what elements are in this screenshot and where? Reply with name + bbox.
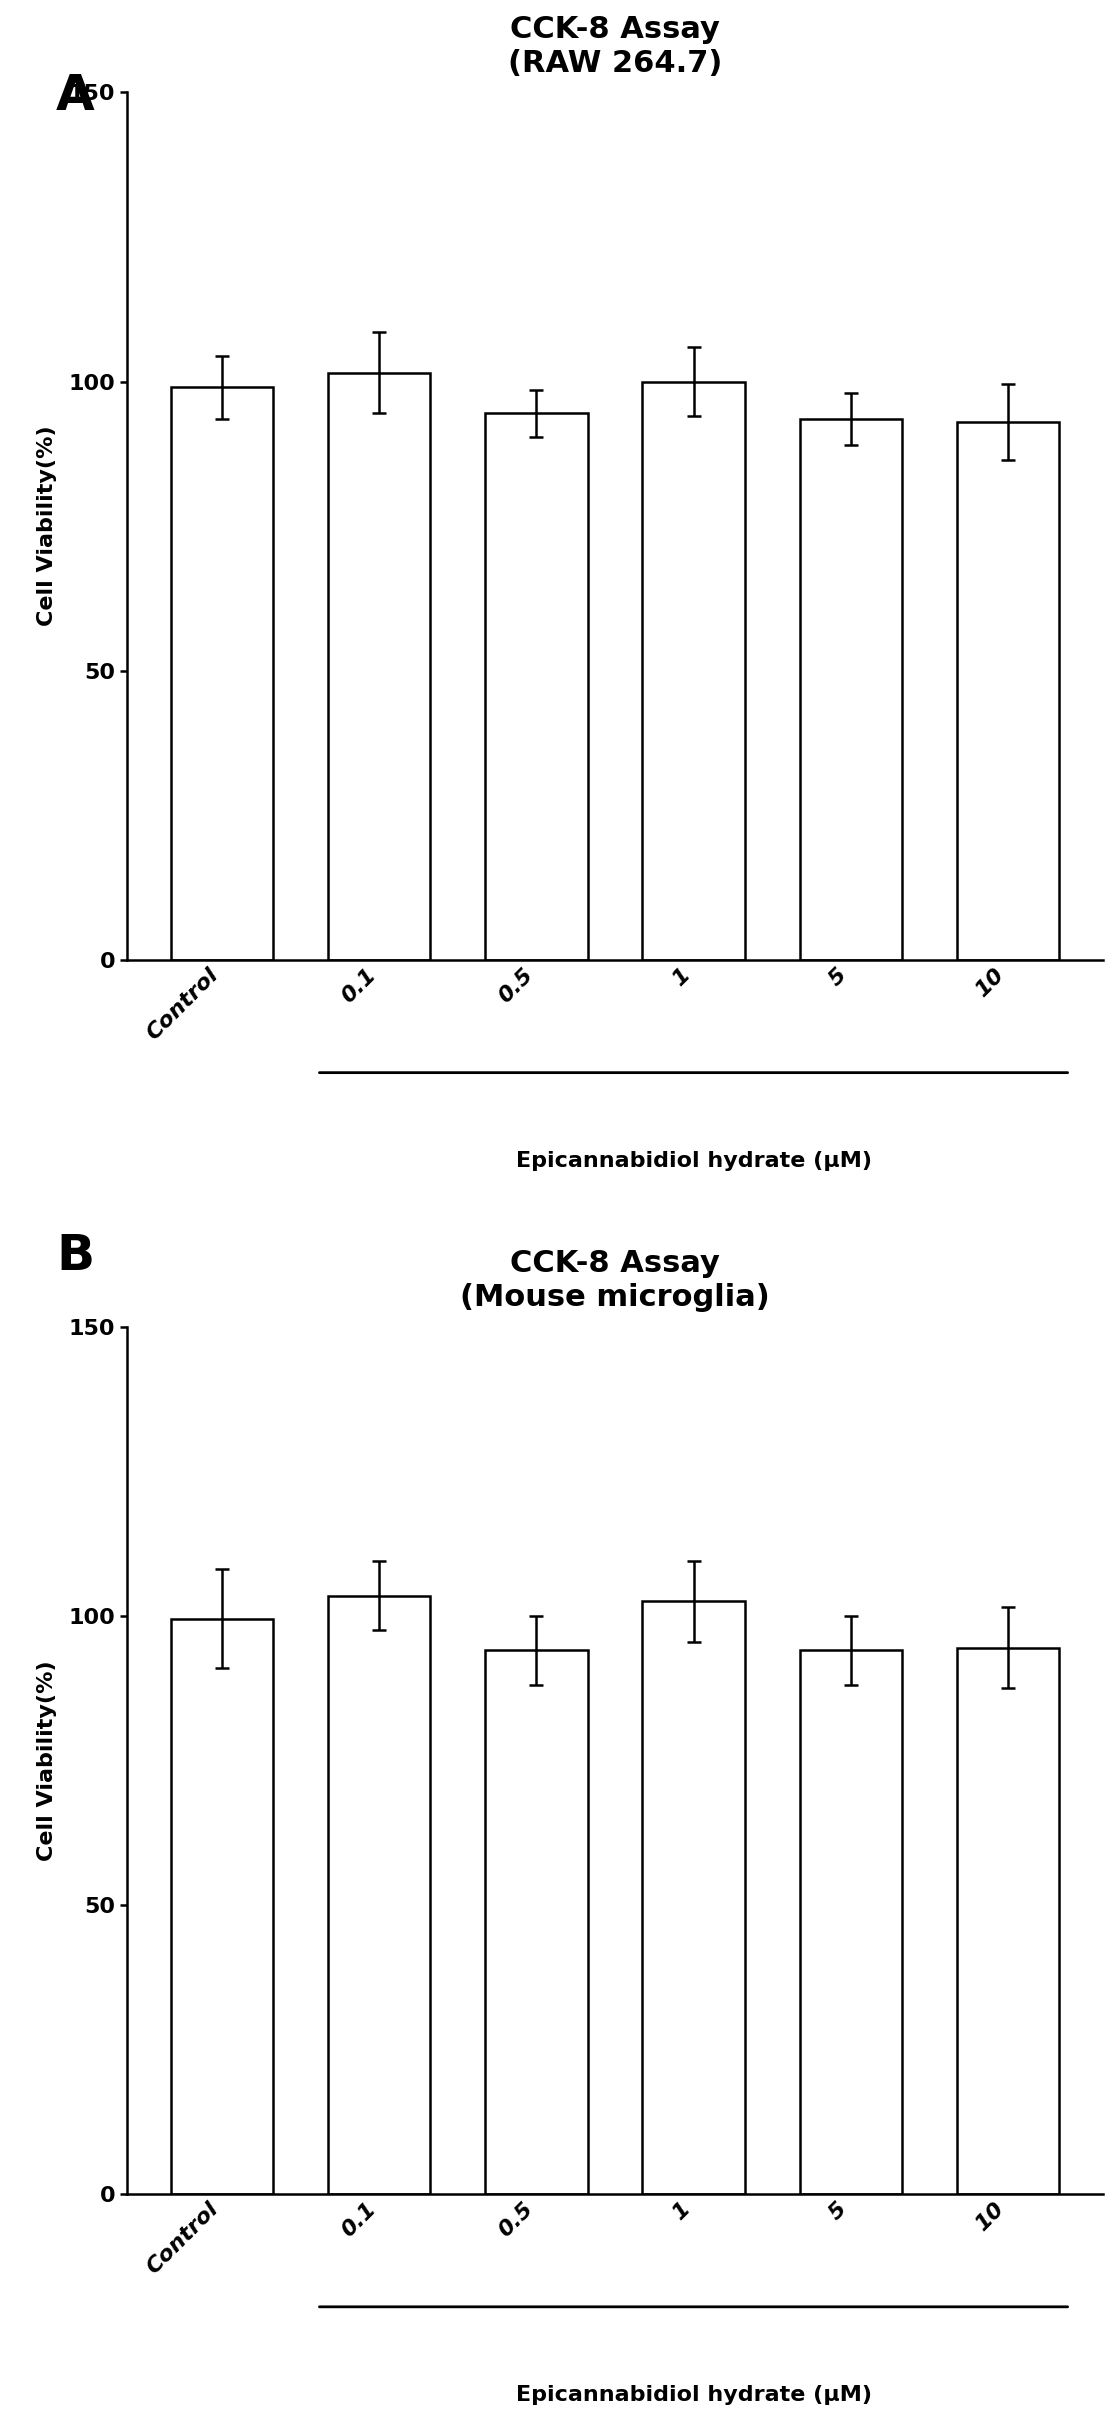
Bar <box>957 423 1059 959</box>
Bar <box>957 1647 1059 2195</box>
Bar <box>329 372 430 959</box>
Y-axis label: Cell Viability(%): Cell Viability(%) <box>37 425 57 625</box>
Y-axis label: Cell Viability(%): Cell Viability(%) <box>37 1659 57 1860</box>
Bar <box>485 1649 588 2195</box>
Title: CCK-8 Assay
(Mouse microglia): CCK-8 Assay (Mouse microglia) <box>461 1249 770 1311</box>
Title: CCK-8 Assay
(RAW 264.7): CCK-8 Assay (RAW 264.7) <box>508 14 722 77</box>
Bar <box>799 420 901 959</box>
Text: Epicannabidiol hydrate (μM): Epicannabidiol hydrate (μM) <box>515 1150 872 1171</box>
Text: Epicannabidiol hydrate (μM): Epicannabidiol hydrate (μM) <box>515 2386 872 2405</box>
Bar <box>329 1596 430 2195</box>
Bar <box>485 413 588 959</box>
Bar <box>171 1618 274 2195</box>
Bar <box>643 382 745 959</box>
Bar <box>171 386 274 959</box>
Bar <box>643 1601 745 2195</box>
Text: A: A <box>56 72 95 121</box>
Text: B: B <box>56 1232 94 1280</box>
Bar <box>799 1649 901 2195</box>
